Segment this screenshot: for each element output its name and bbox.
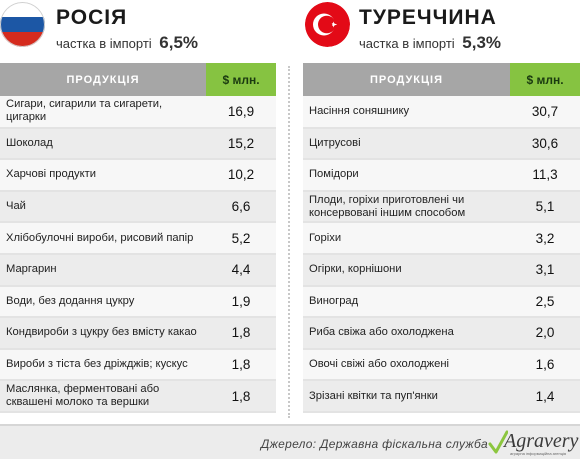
country-title: РОСІЯ bbox=[56, 6, 128, 29]
product-name: Чай bbox=[0, 190, 206, 224]
product-name: Води, без додання цукру bbox=[0, 285, 206, 319]
product-name: Виноград bbox=[303, 285, 510, 319]
import-share: частка в імпорті 5,3% bbox=[359, 33, 501, 53]
product-value: 5,1 bbox=[510, 190, 580, 224]
logo-subtitle: аграрна інформаційна агенція bbox=[510, 451, 567, 456]
product-name: Помідори bbox=[303, 159, 510, 192]
product-name: Маслянка, ферментовані або сквашені моло… bbox=[0, 380, 206, 413]
import-share-value: 5,3% bbox=[462, 33, 502, 52]
product-value: 1,6 bbox=[510, 348, 580, 382]
product-value: 15,2 bbox=[206, 127, 276, 161]
column-header-value: $ млн. bbox=[510, 63, 580, 96]
table-row: Огірки, корнішони 3,1 bbox=[303, 253, 580, 287]
agravery-logo: Agravery аграрна інформаційна агенція bbox=[488, 430, 579, 458]
product-value: 1,9 bbox=[206, 285, 276, 319]
product-name: Шоколад bbox=[0, 127, 206, 161]
column-header-product: ПРОДУКЦІЯ bbox=[303, 63, 510, 96]
product-value: 1,8 bbox=[206, 317, 276, 350]
column-header-value: $ млн. bbox=[206, 63, 276, 96]
table-row: Сигари, сигарили та сигарети, цигарки 16,… bbox=[0, 96, 276, 129]
product-name: Насіння соняшнику bbox=[303, 96, 510, 129]
product-name: Горіхи bbox=[303, 222, 510, 255]
table-row: Маргарин 4,4 bbox=[0, 253, 276, 287]
turkey-flag-icon bbox=[305, 2, 350, 47]
table-row: Помідори 11,3 bbox=[303, 159, 580, 192]
table-row: Маслянка, ферментовані або сквашені моло… bbox=[0, 380, 276, 413]
source-note: Джерело: Державна фіскальна служба bbox=[260, 437, 488, 451]
table-row: Виноград 2,5 bbox=[303, 285, 580, 319]
product-name: Зрізані квітки та пуп'янки bbox=[303, 380, 510, 413]
product-name: Плоди, горіхи приготовлені чи консервова… bbox=[303, 190, 510, 224]
table-row: Хлібобулочні вироби, рисовий папір 5,2 bbox=[0, 222, 276, 255]
russia-panel: РОСІЯ частка в імпорті 6,5% ПРОДУКЦІЯ $ … bbox=[0, 0, 276, 413]
product-name: Овочі свіжі або охолоджені bbox=[303, 348, 510, 382]
product-value: 11,3 bbox=[510, 159, 580, 192]
turkey-panel: ТУРЕЧЧИНА частка в імпорті 5,3% ПРОДУКЦІ… bbox=[303, 0, 580, 413]
table-row: Вироби з тіста без дріжджів; кускус 1,8 bbox=[0, 348, 276, 382]
product-name: Кондвироби з цукру без вмісту какао bbox=[0, 317, 206, 350]
product-name: Огірки, корнішони bbox=[303, 253, 510, 287]
turkey-header: ТУРЕЧЧИНА частка в імпорті 5,3% bbox=[303, 0, 580, 62]
product-name: Хлібобулочні вироби, рисовий папір bbox=[0, 222, 206, 255]
import-share-label: частка в імпорті bbox=[359, 36, 455, 51]
table-row: Цитрусові 30,6 bbox=[303, 127, 580, 161]
product-name: Харчові продукти bbox=[0, 159, 206, 192]
product-value: 4,4 bbox=[206, 253, 276, 287]
product-value: 3,2 bbox=[510, 222, 580, 255]
product-value: 1,8 bbox=[206, 348, 276, 382]
import-share-value: 6,5% bbox=[159, 33, 199, 52]
product-value: 16,9 bbox=[206, 96, 276, 129]
product-name: Маргарин bbox=[0, 253, 206, 287]
product-name: Вироби з тіста без дріжджів; кускус bbox=[0, 348, 206, 382]
product-value: 5,2 bbox=[206, 222, 276, 255]
product-value: 2,5 bbox=[510, 285, 580, 319]
panel-divider bbox=[288, 66, 290, 418]
russia-flag-icon bbox=[0, 2, 45, 47]
product-value: 1,4 bbox=[510, 380, 580, 413]
russia-products-table: ПРОДУКЦІЯ $ млн. Сигари, сигарили та сиг… bbox=[0, 63, 276, 413]
product-value: 30,6 bbox=[510, 127, 580, 161]
table-row: Води, без додання цукру 1,9 bbox=[0, 285, 276, 319]
product-value: 1,8 bbox=[206, 380, 276, 413]
country-title: ТУРЕЧЧИНА bbox=[359, 6, 497, 29]
table-row: Кондвироби з цукру без вмісту какао 1,8 bbox=[0, 317, 276, 350]
russia-header: РОСІЯ частка в імпорті 6,5% bbox=[0, 0, 276, 62]
footer: Джерело: Державна фіскальна служба Agrav… bbox=[0, 424, 580, 459]
product-value: 10,2 bbox=[206, 159, 276, 192]
product-value: 2,0 bbox=[510, 317, 580, 350]
table-row: Риба свіжа або охолоджена 2,0 bbox=[303, 317, 580, 350]
import-share: частка в імпорті 6,5% bbox=[56, 33, 198, 53]
product-name: Риба свіжа або охолоджена bbox=[303, 317, 510, 350]
table-row: Горіхи 3,2 bbox=[303, 222, 580, 255]
table-row: Харчові продукти 10,2 bbox=[0, 159, 276, 192]
product-name: Цитрусові bbox=[303, 127, 510, 161]
product-value: 3,1 bbox=[510, 253, 580, 287]
table-row: Шоколад 15,2 bbox=[0, 127, 276, 161]
table-row: Овочі свіжі або охолоджені 1,6 bbox=[303, 348, 580, 382]
table-row: Чай 6,6 bbox=[0, 190, 276, 224]
table-row: Насіння соняшнику 30,7 bbox=[303, 96, 580, 129]
table-row: Зрізані квітки та пуп'янки 1,4 bbox=[303, 380, 580, 413]
turkey-products-table: ПРОДУКЦІЯ $ млн. Насіння соняшнику 30,7 Ц… bbox=[303, 63, 580, 413]
logo-text: Agravery bbox=[504, 430, 579, 452]
column-header-product: ПРОДУКЦІЯ bbox=[0, 63, 206, 96]
product-value: 6,6 bbox=[206, 190, 276, 224]
product-value: 30,7 bbox=[510, 96, 580, 129]
table-row: Плоди, горіхи приготовлені чи консервова… bbox=[303, 190, 580, 224]
import-share-label: частка в імпорті bbox=[56, 36, 152, 51]
product-name: Сигари, сигарили та сигарети, цигарки bbox=[0, 96, 206, 129]
